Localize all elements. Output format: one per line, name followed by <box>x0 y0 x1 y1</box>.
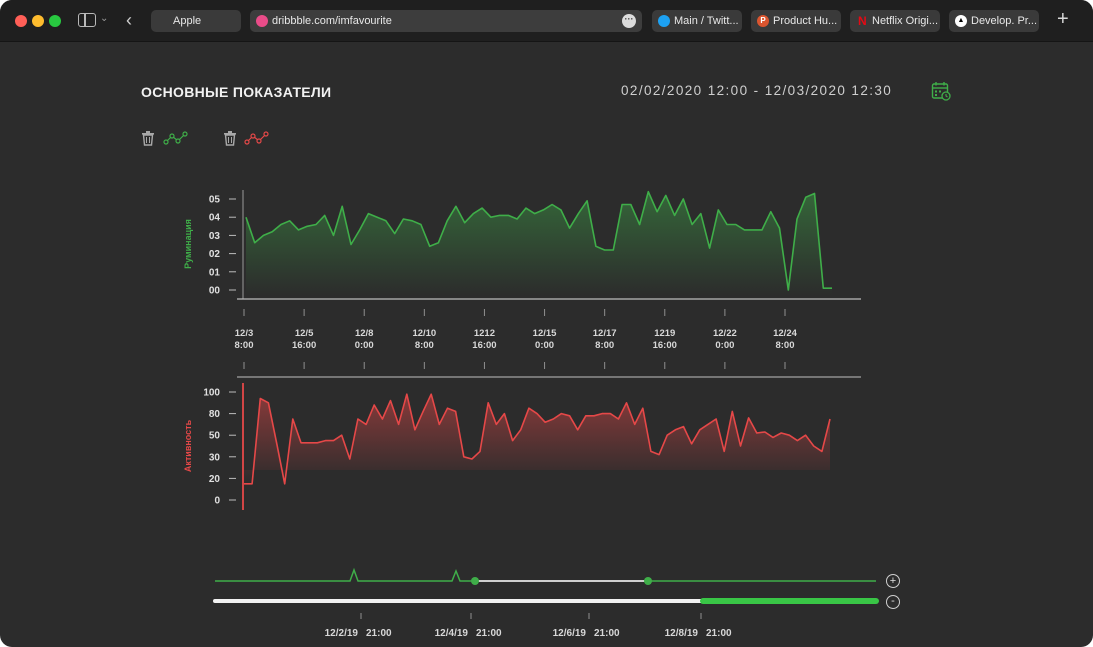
maximize-window-button[interactable] <box>49 15 61 27</box>
timeline-tick-date: 12/8/19 <box>665 628 699 639</box>
range-end-handle[interactable] <box>644 577 652 585</box>
close-window-button[interactable] <box>15 15 27 27</box>
tab-apple[interactable]: Apple <box>151 10 241 32</box>
x-tick-time: 16:00 <box>292 340 316 351</box>
date-range[interactable]: 02/02/2020 12:00 - 12/03/2020 12:30 <box>621 83 893 98</box>
timeline-tick-date: 12/2/19 <box>325 628 359 639</box>
x-tick-time: 16:00 <box>472 340 496 351</box>
rumination-area <box>246 191 832 296</box>
triangle-icon: ▲ <box>955 15 967 27</box>
y-tick-label: 04 <box>209 213 221 224</box>
tab-netflix[interactable]: N Netflix Origi... <box>850 10 940 32</box>
timeline-ticks: 12/2/19 21:00 12/4/19 21:00 12/6/19 21:00 12/8… <box>325 613 732 639</box>
twitter-icon <box>658 15 670 27</box>
page-title: ОСНОВНЫЕ ПОКАЗАТЕЛИ <box>141 84 332 100</box>
x-tick-time: 8:00 <box>595 340 614 351</box>
tab-label: Product Hu... <box>773 15 838 27</box>
tab-label: Apple <box>173 15 202 27</box>
x-tick-time: 0:00 <box>715 340 734 351</box>
rumination-x-ticks: 12/38:0012/516:0012/80:0012/108:00121216… <box>234 309 798 369</box>
new-tab-button[interactable]: + <box>1057 8 1069 30</box>
x-tick-date: 12/15 <box>533 328 557 339</box>
timeline-tick-time: 21:00 <box>594 628 620 639</box>
product-hunt-icon: P <box>757 15 769 27</box>
timeline-overview-line <box>215 567 475 582</box>
tab-label: Main / Twitt... <box>674 15 739 27</box>
rumination-axis-label: Руминация <box>183 219 193 269</box>
x-tick-date: 12/3 <box>235 328 254 339</box>
activity-line <box>244 393 831 485</box>
calendar-icon[interactable] <box>931 81 951 101</box>
rumination-line <box>245 190 832 291</box>
activity-axis-label: Активность <box>183 419 193 472</box>
y-tick-label: 01 <box>209 267 221 278</box>
x-tick-date: 12/10 <box>412 328 436 339</box>
more-icon[interactable]: ··· <box>622 14 636 28</box>
activity-area <box>244 394 830 484</box>
x-tick-date: 1212 <box>474 328 495 339</box>
x-tick-time: 8:00 <box>775 340 794 351</box>
url-text: dribbble.com/imfavourite <box>272 15 392 27</box>
x-tick-time: 16:00 <box>653 340 677 351</box>
x-tick-date: 12/17 <box>593 328 617 339</box>
y-tick-label: 50 <box>209 431 221 442</box>
minimize-window-button[interactable] <box>32 15 44 27</box>
y-tick-label: 00 <box>209 286 221 297</box>
tab-label: Netflix Origi... <box>872 15 939 27</box>
address-bar[interactable]: dribbble.com/imfavourite ··· <box>250 10 642 32</box>
red-series-icon[interactable] <box>244 130 270 146</box>
x-tick-time: 0:00 <box>355 340 374 351</box>
x-tick-time: 8:00 <box>415 340 434 351</box>
tab-label: Develop. Pr... <box>971 15 1038 27</box>
timeline-tick-time: 21:00 <box>476 628 502 639</box>
tab-develop[interactable]: ▲ Develop. Pr... <box>949 10 1039 32</box>
back-arrow-icon[interactable]: ‹ <box>126 10 132 30</box>
tab-product-hunt[interactable]: P Product Hu... <box>751 10 841 32</box>
trash-icon[interactable] <box>222 130 238 146</box>
dribbble-icon <box>256 15 268 27</box>
y-tick-label: 02 <box>209 249 221 260</box>
timeline-tick-date: 12/6/19 <box>553 628 587 639</box>
x-tick-date: 12/5 <box>295 328 314 339</box>
y-tick-label: 20 <box>209 474 221 485</box>
green-series-icon[interactable] <box>163 130 189 146</box>
rumination-y-ticks: 05 04 03 02 01 00 <box>209 195 236 297</box>
netflix-icon: N <box>858 14 867 28</box>
trash-icon[interactable] <box>140 130 156 146</box>
activity-y-ticks: 100 80 50 30 20 0 <box>203 388 236 507</box>
timeline-tick-time: 21:00 <box>706 628 732 639</box>
timeline-tick-date: 12/4/19 <box>435 628 469 639</box>
x-tick-time: 8:00 <box>234 340 253 351</box>
x-tick-time: 0:00 <box>535 340 554 351</box>
chevron-down-icon[interactable]: ⌄ <box>100 13 109 24</box>
range-start-handle[interactable] <box>471 577 479 585</box>
timeline-tick-time: 21:00 <box>366 628 392 639</box>
y-tick-label: 30 <box>209 452 221 463</box>
sidebar-toggle-icon[interactable] <box>78 13 96 27</box>
y-tick-label: 0 <box>214 496 220 507</box>
x-tick-date: 12/22 <box>713 328 737 339</box>
x-tick-date: 12/24 <box>773 328 797 339</box>
y-tick-label: 100 <box>203 388 220 399</box>
y-tick-label: 05 <box>209 195 221 206</box>
browser-toolbar: ⌄ ‹ Apple dribbble.com/imfavourite ··· M… <box>0 0 1093 42</box>
x-tick-date: 12/8 <box>355 328 374 339</box>
zoom-in-button[interactable]: + <box>886 574 900 588</box>
y-tick-label: 80 <box>209 409 221 420</box>
zoom-out-button[interactable]: - <box>886 595 900 609</box>
y-tick-label: 03 <box>209 231 221 242</box>
tab-twitter[interactable]: Main / Twitt... <box>652 10 742 32</box>
x-tick-date: 1219 <box>654 328 675 339</box>
